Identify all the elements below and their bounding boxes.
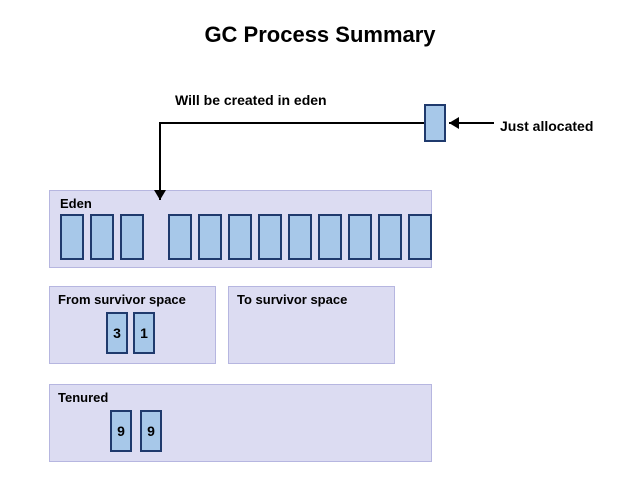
- eden-block: [90, 214, 114, 260]
- eden-block: [378, 214, 402, 260]
- eden-block: [228, 214, 252, 260]
- eden-block: [60, 214, 84, 260]
- label-just-allocated: Just allocated: [500, 118, 593, 134]
- page-title: GC Process Summary: [170, 22, 470, 48]
- eden-block: [318, 214, 342, 260]
- eden-block: [168, 214, 192, 260]
- tenured-block: 9: [140, 410, 162, 452]
- eden-block: [120, 214, 144, 260]
- region-from-survivor-label: From survivor space: [58, 292, 186, 307]
- label-created-in-eden: Will be created in eden: [175, 92, 327, 108]
- from-survivor-block: 3: [106, 312, 128, 354]
- region-eden-label: Eden: [60, 196, 92, 211]
- eden-block: [198, 214, 222, 260]
- region-tenured-label: Tenured: [58, 390, 108, 405]
- tenured-block: 9: [110, 410, 132, 452]
- allocated-object-block: [424, 104, 446, 142]
- from-survivor-block: 1: [133, 312, 155, 354]
- eden-block: [408, 214, 432, 260]
- eden-block: [288, 214, 312, 260]
- eden-block: [348, 214, 372, 260]
- eden-block: [258, 214, 282, 260]
- region-to-survivor-label: To survivor space: [237, 292, 347, 307]
